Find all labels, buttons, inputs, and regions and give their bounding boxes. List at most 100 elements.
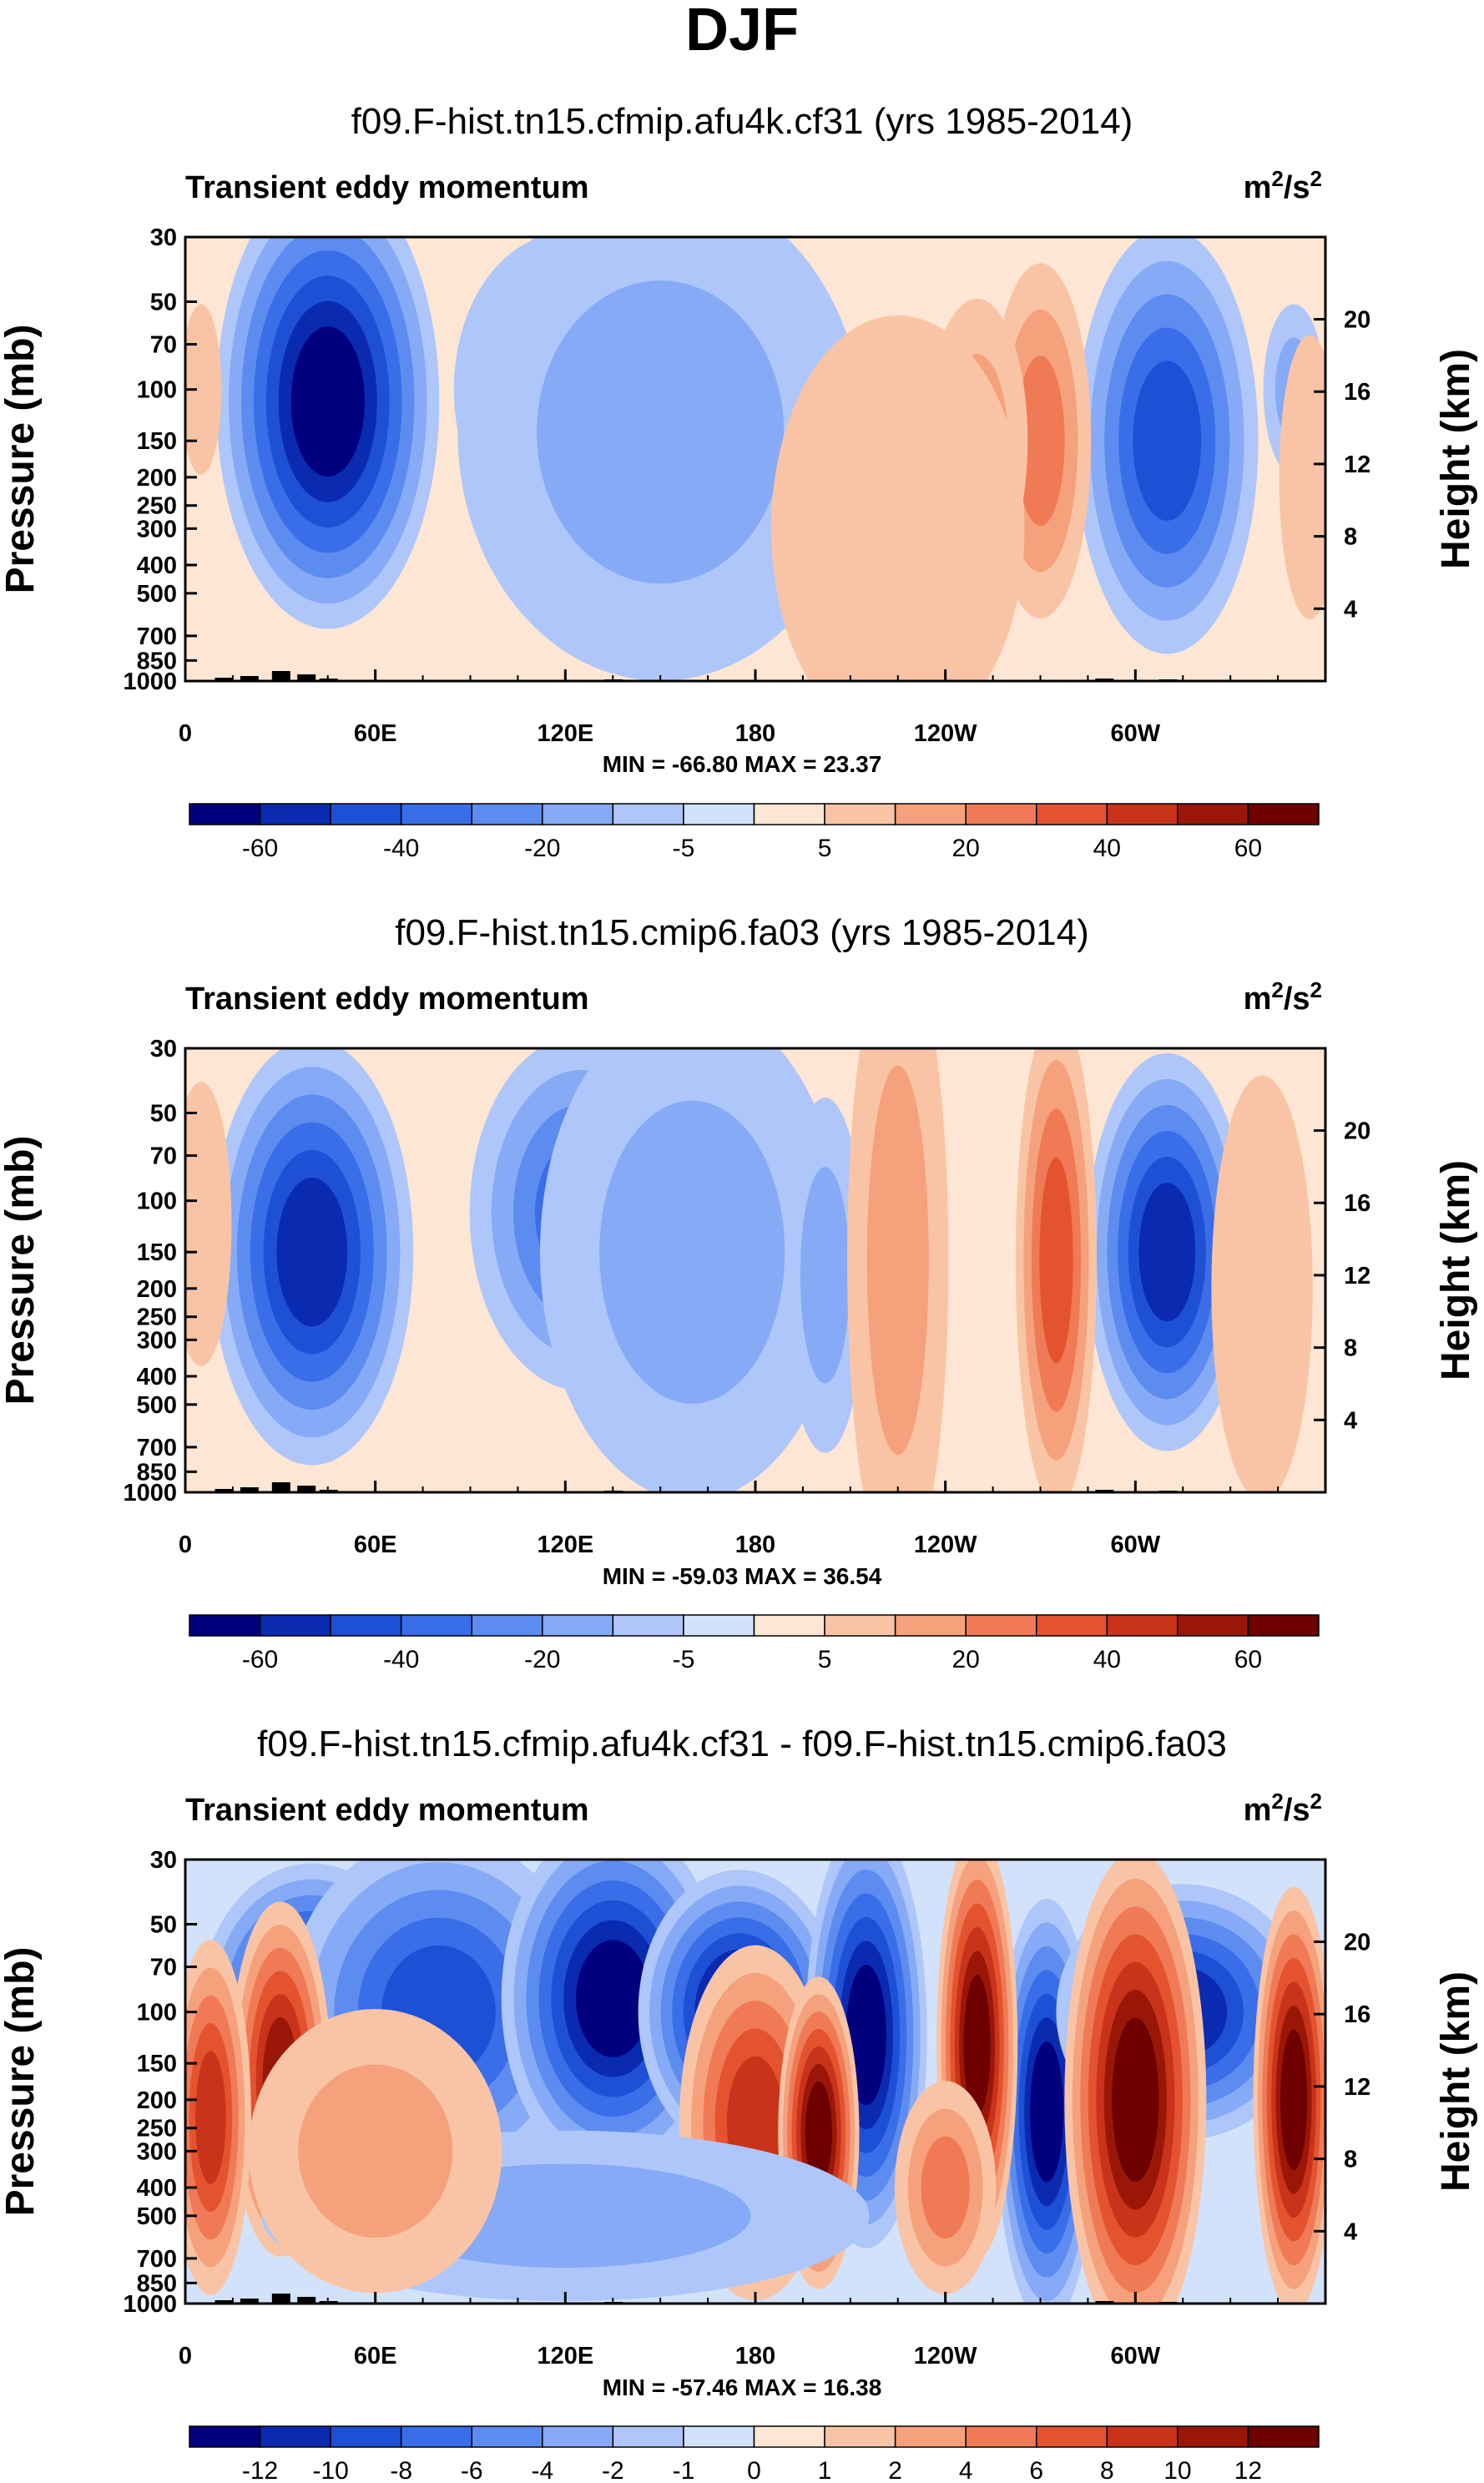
colorbar-swatch	[1106, 1614, 1179, 1637]
y-tick-label: 100	[137, 2000, 177, 2026]
colorbar-swatch	[894, 1614, 967, 1637]
colorbar-swatch	[189, 803, 261, 825]
colorbar-swatch	[1177, 803, 1249, 825]
y-tick-label: 30	[150, 1036, 177, 1062]
colorbar-swatch	[542, 803, 614, 825]
y-tick-label: 150	[137, 2051, 177, 2077]
contour-band	[1279, 335, 1325, 620]
colorbar-swatch	[259, 2425, 331, 2448]
contour-band	[1112, 2017, 1159, 2183]
colorbar-swatch	[612, 1614, 684, 1637]
contour-band	[845, 1964, 886, 2106]
y-right-tick-label: 4	[1344, 1407, 1357, 1434]
colorbar-swatch	[189, 2425, 261, 2448]
colorbar-swatch	[1106, 803, 1179, 825]
colorbar-label: -40	[383, 1646, 419, 1673]
colorbar-swatch	[965, 2425, 1037, 2448]
y-right-tick-label: 12	[1344, 452, 1370, 478]
colorbar-label: -10	[312, 2457, 348, 2483]
x-tick-label: 60E	[354, 1532, 397, 1558]
colorbar-label: 12	[1234, 2457, 1262, 2483]
colorbar-label: -20	[524, 1646, 560, 1673]
topography-mark	[297, 674, 316, 681]
panel-1: f09.F-hist.tn15.cfmip.afu4k.cf31 (yrs 19…	[0, 101, 1478, 862]
colorbar-label: -5	[673, 1646, 695, 1673]
colorbar-label: 5	[818, 1646, 832, 1673]
colorbar-swatch	[259, 803, 331, 825]
y-right-tick-label: 12	[1344, 2074, 1370, 2101]
y-right-axis-label: Height (km)	[1434, 1160, 1478, 1380]
colorbar-swatch	[965, 1614, 1037, 1637]
contour-band	[1211, 1075, 1313, 1492]
colorbar-swatch	[400, 1614, 472, 1637]
y-axis-label: Pressure (mb)	[0, 1136, 43, 1406]
colorbar-swatch	[471, 2425, 543, 2448]
colorbar-swatch	[894, 2425, 967, 2448]
colorbar: -60 -40 -20 -5 5 20 40 60	[189, 803, 1320, 862]
colorbar-label: 8	[1100, 2457, 1114, 2483]
units-label: m2/s2	[1244, 166, 1322, 205]
colorbar-label: -2	[602, 2457, 624, 2483]
x-tick-label: 120E	[537, 720, 593, 747]
colorbar-swatch	[894, 803, 967, 825]
colorbar: -12 -10 -8 -6 -4 -2 -1 0 1 2 4 6 8 10 12	[189, 2425, 1320, 2483]
colorbar-swatch	[753, 1614, 825, 1637]
colorbar-label: 5	[818, 835, 832, 862]
y-tick-label: 850	[137, 1459, 177, 1486]
min-max-stats: MIN = -66.80 MAX = 23.37	[603, 751, 882, 777]
y-tick-label: 30	[150, 1847, 177, 1874]
colorbar-swatch	[824, 2425, 896, 2448]
x-tick-label: 180	[735, 720, 775, 747]
panel-2: f09.F-hist.tn15.cmip6.fa03 (yrs 1985-201…	[0, 912, 1478, 1673]
x-tick-label: 180	[735, 2343, 775, 2369]
panel-subtitle: Transient eddy momentum	[185, 1793, 589, 1828]
topography-mark	[240, 2299, 259, 2304]
y-tick-label: 400	[137, 553, 177, 579]
y-tick-label: 300	[137, 1327, 177, 1354]
colorbar-swatch	[753, 2425, 825, 2448]
contour-band	[195, 2051, 226, 2184]
colorbar-swatch	[471, 803, 543, 825]
colorbar: -60 -40 -20 -5 5 20 40 60	[189, 1614, 1320, 1673]
colorbar-swatch	[1106, 2425, 1179, 2448]
colorbar-label: 10	[1163, 2457, 1191, 2483]
colorbar-swatch	[1036, 1614, 1108, 1637]
y-tick-label: 250	[137, 2116, 177, 2142]
topography-mark	[297, 2297, 316, 2304]
contour-band	[1280, 2029, 1308, 2171]
colorbar-swatch	[683, 1614, 755, 1637]
colorbar-label: 60	[1234, 835, 1262, 862]
panel-title: f09.F-hist.tn15.cfmip.afu4k.cf31 - f09.F…	[257, 1723, 1227, 1764]
contour-band	[866, 1065, 929, 1456]
y-tick-label: 500	[137, 1392, 177, 1419]
colorbar-swatch	[1177, 1614, 1249, 1637]
x-tick-label: 60W	[1111, 2343, 1161, 2369]
colorbar-swatch	[612, 2425, 684, 2448]
y-tick-label: 250	[137, 1305, 177, 1331]
units-label: m2/s2	[1244, 977, 1322, 1017]
contour-band	[185, 304, 222, 475]
colorbar-label: -5	[673, 835, 695, 862]
topography-mark	[297, 1486, 316, 1492]
y-right-tick-label: 16	[1344, 2001, 1370, 2028]
colorbar-swatch	[683, 803, 755, 825]
y-tick-label: 100	[137, 377, 177, 404]
y-tick-label: 70	[150, 332, 177, 359]
y-right-tick-label: 20	[1344, 307, 1370, 334]
contour-band	[800, 1167, 851, 1384]
colorbar-swatch	[1177, 2425, 1249, 2448]
contour-field	[185, 1048, 1325, 1492]
colorbar-swatch	[542, 1614, 614, 1637]
colorbar-label: 0	[747, 2457, 761, 2483]
contour-band	[1030, 2041, 1064, 2183]
y-tick-label: 50	[150, 290, 177, 316]
y-right-axis-label: Height (km)	[1434, 349, 1478, 569]
contour-band	[1016, 356, 1065, 527]
colorbar-label: 60	[1234, 1646, 1262, 1673]
y-tick-label: 1000	[123, 1480, 177, 1506]
colorbar-label: -60	[242, 1646, 278, 1673]
colorbar-swatch	[330, 2425, 402, 2448]
y-tick-label: 1000	[123, 2291, 177, 2318]
y-axis-label: Pressure (mb)	[0, 325, 43, 594]
colorbar-swatch	[400, 2425, 472, 2448]
